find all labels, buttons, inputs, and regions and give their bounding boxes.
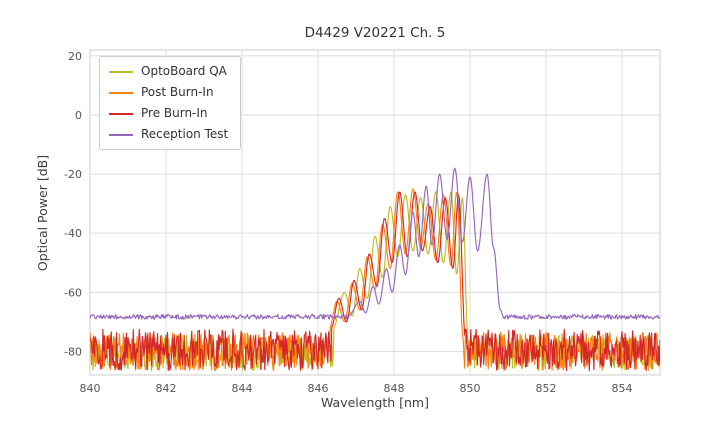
x-tick-label: 842 [156,382,177,395]
x-axis-label: Wavelength [nm] [321,395,429,410]
legend-label: Pre Burn-In [141,106,208,120]
x-tick-label: 846 [308,382,329,395]
legend-item-post-burn-in: Post Burn-In [109,85,228,100]
legend-line-swatch [109,133,133,136]
y-tick-label: -80 [64,345,82,358]
x-tick-label: 854 [612,382,633,395]
y-tick-label: -40 [64,227,82,240]
legend-item-pre-burn-in: Pre Burn-In [109,106,228,121]
y-tick-label: -60 [64,286,82,299]
y-tick-label: -20 [64,168,82,181]
series-line-pre-burn-in [90,191,660,372]
legend-line-swatch [109,112,133,115]
y-axis-label: Optical Power [dB] [35,155,50,271]
plot-border [89,49,661,376]
tick-layer: 840 842 844 846 848 850 852 854 20 0 -20 -40 -60 -80 [64,50,632,395]
legend-label: Reception Test [141,127,229,141]
x-tick-label: 852 [536,382,557,395]
series-line-reception-test [90,167,660,320]
legend-label: Post Burn-In [141,85,214,99]
legend-item-reception-test: Reception Test [109,127,228,142]
legend-label: OptoBoard QA [141,64,227,78]
y-tick-label: 20 [68,50,82,63]
series-layer [90,167,660,372]
x-tick-label: 848 [384,382,405,395]
legend-item-optoboard-qa: OptoBoard QA [109,64,228,79]
x-tick-label: 844 [232,382,253,395]
legend: OptoBoard QA Post Burn-In Pre Burn-In Re… [99,56,242,150]
legend-line-swatch [109,70,133,73]
y-tick-label: 0 [75,109,82,122]
x-tick-label: 840 [80,382,101,395]
x-tick-label: 850 [460,382,481,395]
legend-line-swatch [109,91,133,94]
chart-title: D4429 V20221 Ch. 5 [305,25,446,41]
